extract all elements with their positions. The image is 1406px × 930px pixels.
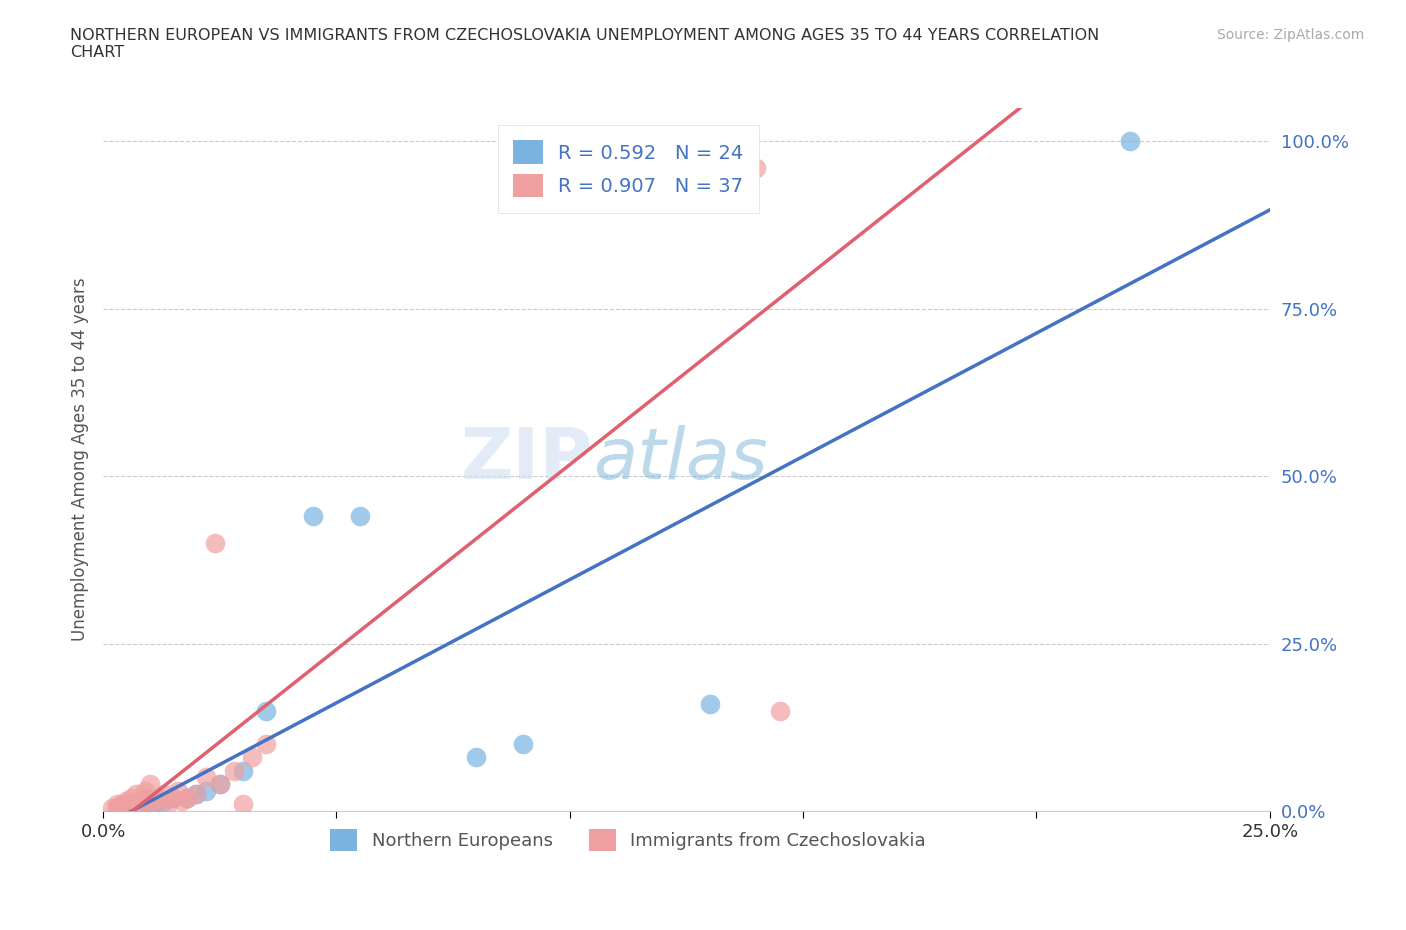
Point	[101, 800, 124, 815]
Point	[139, 797, 162, 812]
Point	[129, 797, 152, 812]
Point	[204, 536, 226, 551]
Point	[699, 154, 721, 169]
Point	[125, 798, 148, 813]
Point	[242, 750, 264, 764]
Point	[111, 798, 134, 813]
Point	[1118, 134, 1140, 149]
Point	[745, 161, 768, 176]
Point	[148, 790, 170, 805]
Point	[176, 790, 198, 805]
Point	[120, 797, 142, 812]
Point	[194, 770, 217, 785]
Text: Source: ZipAtlas.com: Source: ZipAtlas.com	[1216, 28, 1364, 42]
Point	[105, 797, 128, 812]
Point	[194, 783, 217, 798]
Legend: Northern Europeans, Immigrants from Czechoslovakia: Northern Europeans, Immigrants from Czec…	[323, 822, 934, 858]
Point	[222, 764, 245, 778]
Point	[143, 797, 166, 812]
Point	[349, 509, 371, 524]
Point	[256, 737, 278, 751]
Point	[111, 797, 134, 812]
Point	[125, 797, 148, 812]
Point	[139, 795, 162, 810]
Point	[129, 793, 152, 808]
Point	[143, 793, 166, 808]
Point	[111, 800, 134, 815]
Point	[172, 793, 194, 808]
Point	[465, 750, 488, 764]
Point	[115, 800, 138, 815]
Text: ZIP: ZIP	[461, 425, 593, 494]
Point	[105, 800, 128, 815]
Point	[125, 787, 148, 802]
Point	[105, 800, 128, 815]
Point	[769, 703, 792, 718]
Point	[166, 783, 188, 798]
Point	[512, 737, 534, 751]
Point	[129, 797, 152, 812]
Point	[120, 798, 142, 813]
Point	[162, 790, 184, 805]
Point	[186, 787, 208, 802]
Point	[115, 793, 138, 808]
Point	[721, 188, 744, 203]
Point	[256, 703, 278, 718]
Point	[302, 509, 325, 524]
Point	[152, 793, 174, 808]
Point	[699, 697, 721, 711]
Point	[134, 798, 156, 813]
Point	[232, 764, 254, 778]
Point	[176, 790, 198, 805]
Point	[157, 797, 180, 812]
Point	[115, 800, 138, 815]
Point	[120, 790, 142, 805]
Text: atlas: atlas	[593, 425, 768, 494]
Point	[148, 793, 170, 808]
Text: NORTHERN EUROPEAN VS IMMIGRANTS FROM CZECHOSLOVAKIA UNEMPLOYMENT AMONG AGES 35 T: NORTHERN EUROPEAN VS IMMIGRANTS FROM CZE…	[70, 28, 1099, 60]
Point	[162, 790, 184, 805]
Point	[139, 777, 162, 791]
Point	[134, 790, 156, 805]
Y-axis label: Unemployment Among Ages 35 to 44 years: Unemployment Among Ages 35 to 44 years	[72, 278, 89, 642]
Point	[186, 787, 208, 802]
Point	[208, 777, 231, 791]
Point	[208, 777, 231, 791]
Point	[152, 787, 174, 802]
Point	[134, 783, 156, 798]
Point	[232, 797, 254, 812]
